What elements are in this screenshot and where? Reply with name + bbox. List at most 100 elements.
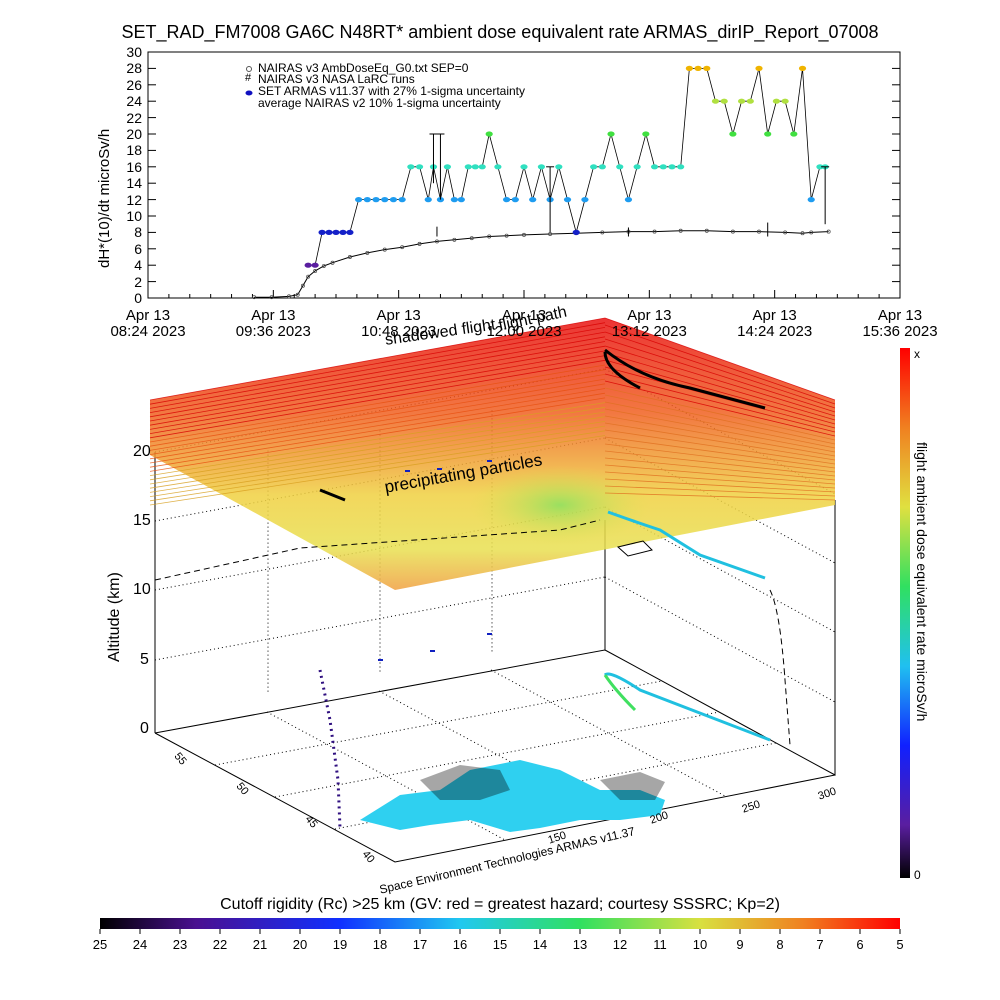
colorbar-top-label: x: [914, 347, 920, 361]
sheet-line: [149, 402, 606, 476]
nairas-model-point: [548, 232, 553, 236]
armas-point: [346, 229, 354, 235]
x-tick-label: Apr 13 08:24 2023: [110, 307, 186, 340]
armas-point: [790, 131, 798, 137]
legend-entry-nairas-larc: NAIRAS v3 NASA LaRC runs: [258, 72, 415, 86]
armas-point: [407, 164, 415, 170]
armas-point: [720, 98, 728, 104]
rc-tick-label: 24: [132, 937, 148, 952]
floor-grid-line: [490, 669, 726, 797]
y-tick-label: 10: [126, 208, 142, 224]
altitude-tick-0: 0: [140, 720, 149, 737]
sheet-line: [149, 364, 606, 443]
armas-point: [755, 65, 763, 71]
nairas-model-point: [435, 239, 439, 244]
sheet-line: [149, 425, 606, 497]
sheet-line: [604, 436, 836, 469]
nairas-model-point: [365, 250, 370, 255]
nairas-model-point: [300, 283, 305, 288]
legend-entry-armas: SET ARMAS v11.37 with 27% 1-sigma uncert…: [258, 84, 526, 98]
armas-point: [478, 164, 486, 170]
x-tick-label: Apr 13 15:36 2023: [862, 307, 938, 340]
projection-line: [769, 589, 791, 746]
sheet-line: [149, 406, 606, 481]
rc-tick-label: 12: [612, 937, 628, 952]
sheet-line: [149, 359, 606, 439]
sheet-line: [604, 345, 836, 417]
sheet-line: [149, 327, 606, 409]
armas-point: [598, 164, 606, 170]
nairas-model-point: [783, 230, 788, 235]
nairas-model-point: [504, 233, 509, 238]
y-tick-label: 8: [134, 224, 142, 241]
rc-tick-label: 21: [252, 937, 268, 952]
x-tick-label: Apr 13 10:48 2023: [361, 307, 437, 340]
armas-point: [711, 98, 720, 104]
armas-point: [339, 229, 347, 235]
floor-grid-line: [214, 680, 663, 766]
sheet-line: [149, 331, 606, 413]
flight-track-shadow: [604, 348, 766, 410]
three-d-plot: [149, 317, 836, 863]
cutoff-rigidity-title: Cutoff rigidity (Rc) >25 km (GV: red = g…: [220, 896, 780, 913]
nairas-model-point: [252, 295, 257, 300]
sheet-line: [604, 338, 836, 413]
armas-point: [616, 164, 624, 170]
rc-tick-label: 15: [492, 937, 508, 952]
armas-point: [772, 98, 781, 104]
armas-point: [415, 164, 424, 170]
flight-track-vertical: [318, 669, 342, 829]
rc-tick-label: 14: [532, 937, 548, 952]
rc-tick-label: 5: [896, 937, 904, 952]
armas-point: [555, 164, 563, 170]
rc-tick-label: 8: [776, 937, 784, 952]
data-tick-mark: [487, 460, 492, 462]
map-borders: [600, 772, 665, 800]
dose-rate-colorbar: [900, 348, 910, 878]
sheet-line: [604, 457, 836, 481]
armas-point: [563, 197, 572, 203]
y-tick-label: 30: [126, 44, 142, 60]
flight-track-shadow: [603, 351, 641, 390]
colorbar-label: flight ambient dose equivalent rate micr…: [914, 442, 930, 722]
sheet-line: [604, 352, 836, 421]
sheet-line: [604, 408, 836, 453]
nairas-model-point: [826, 229, 831, 234]
sheet-line: [149, 341, 606, 422]
armas-point: [642, 131, 650, 137]
armas-point: [318, 229, 326, 235]
armas-point: [304, 262, 312, 268]
sheet-line: [149, 435, 606, 506]
sheet-line: [149, 397, 606, 472]
data-tick-mark: [430, 650, 435, 652]
sheet-line: [604, 478, 836, 493]
armas-point: [633, 164, 641, 170]
armas-point: [311, 262, 319, 268]
nairas-model-point: [757, 229, 761, 234]
armas-point: [677, 164, 685, 170]
rc-tick-label: 17: [412, 937, 428, 952]
armas-point: [624, 197, 633, 203]
sheet-line: [149, 336, 606, 418]
nairas-model-point: [321, 264, 326, 268]
floor-grid-line: [274, 711, 720, 798]
sheet-line: [604, 373, 836, 433]
armas-point: [650, 164, 659, 170]
sheet-line: [604, 464, 836, 485]
nairas-model-point: [400, 245, 405, 250]
rc-tick-label: 9: [736, 937, 744, 952]
sheet-line: [149, 369, 606, 447]
sheet-line: [604, 443, 836, 473]
y-tick-label: 22: [126, 109, 142, 126]
chart-title: SET_RAD_FM7008 GA6C N48RT* ambient dose …: [121, 22, 879, 42]
wall-grid-line: [604, 576, 836, 703]
legend-entry-nairas-v3: NAIRAS v3 AmbDoseEq_G0.txt SEP=0: [258, 61, 469, 75]
armas-point: [389, 197, 398, 203]
rc-tick-label: 19: [332, 937, 348, 952]
sheet-line: [604, 422, 836, 461]
armas-point: [450, 197, 458, 203]
box-frame: [154, 452, 836, 863]
sheet-line: [604, 450, 836, 477]
armas-point: [798, 65, 807, 71]
